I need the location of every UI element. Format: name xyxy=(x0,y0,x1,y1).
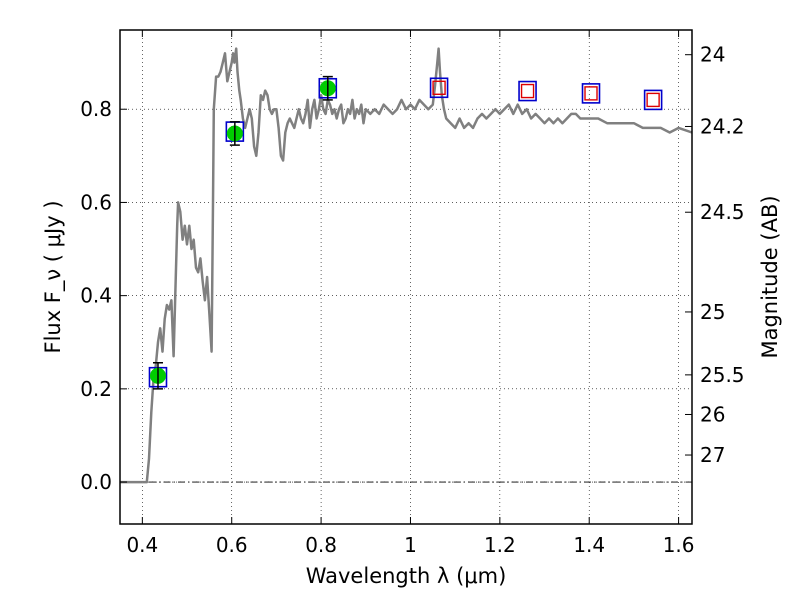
magnitude-tick-label: 24.5 xyxy=(700,200,745,224)
plot-frame xyxy=(119,29,693,525)
upper-limit-square xyxy=(520,83,535,99)
magnitude-axis-title: Magnitude (AB) xyxy=(758,195,782,358)
x-tick-label: 0.4 xyxy=(126,533,158,557)
axis-ticks xyxy=(120,30,692,524)
magnitude-tick-label: 26 xyxy=(700,402,725,426)
upper-limit-square xyxy=(584,86,598,101)
x-tick-label: 1.4 xyxy=(573,533,605,557)
magnitude-tick-label: 24.2 xyxy=(700,114,745,138)
x-tick-label: 1.2 xyxy=(484,533,516,557)
magnitude-tick-label: 27 xyxy=(700,443,725,467)
magnitude-tick-label: 25 xyxy=(700,300,725,324)
magnitude-tick-label: 24 xyxy=(700,43,725,67)
x-tick-label: 0.8 xyxy=(305,533,337,557)
axis-labels: 0.4 0.6 0.8 1 1.2 1.4 1.6 0.0 0.2 0.4 0.6 0.8 24 24.2… xyxy=(41,43,782,588)
upper-limit-square xyxy=(432,80,446,95)
y-tick-label: 0.2 xyxy=(80,377,112,401)
upper-limit-square xyxy=(646,92,660,108)
y-tick-label: 0.4 xyxy=(80,284,112,308)
y-tick-label: 0.6 xyxy=(80,190,112,214)
sed-model-spectrum-line xyxy=(120,47,693,484)
y-tick-label: 0.0 xyxy=(80,470,112,494)
plot-area xyxy=(120,30,692,524)
x-axis-title: Wavelength λ (μm) xyxy=(306,564,507,588)
model-filter-square xyxy=(429,77,449,99)
x-tick-label: 1 xyxy=(404,533,417,557)
y-tick-label: 0.8 xyxy=(80,97,112,121)
model-filter-square xyxy=(581,83,601,104)
grid-lines xyxy=(120,30,692,524)
magnitude-tick-label: 25.5 xyxy=(700,363,745,387)
series-layer xyxy=(120,47,693,484)
x-tick-label: 1.6 xyxy=(663,533,695,557)
model-filter-square xyxy=(643,89,663,111)
x-tick-label: 0.6 xyxy=(216,533,248,557)
y-axis-title: Flux F_ν ( μJy ) xyxy=(41,200,66,353)
model-filter-square xyxy=(518,80,537,102)
